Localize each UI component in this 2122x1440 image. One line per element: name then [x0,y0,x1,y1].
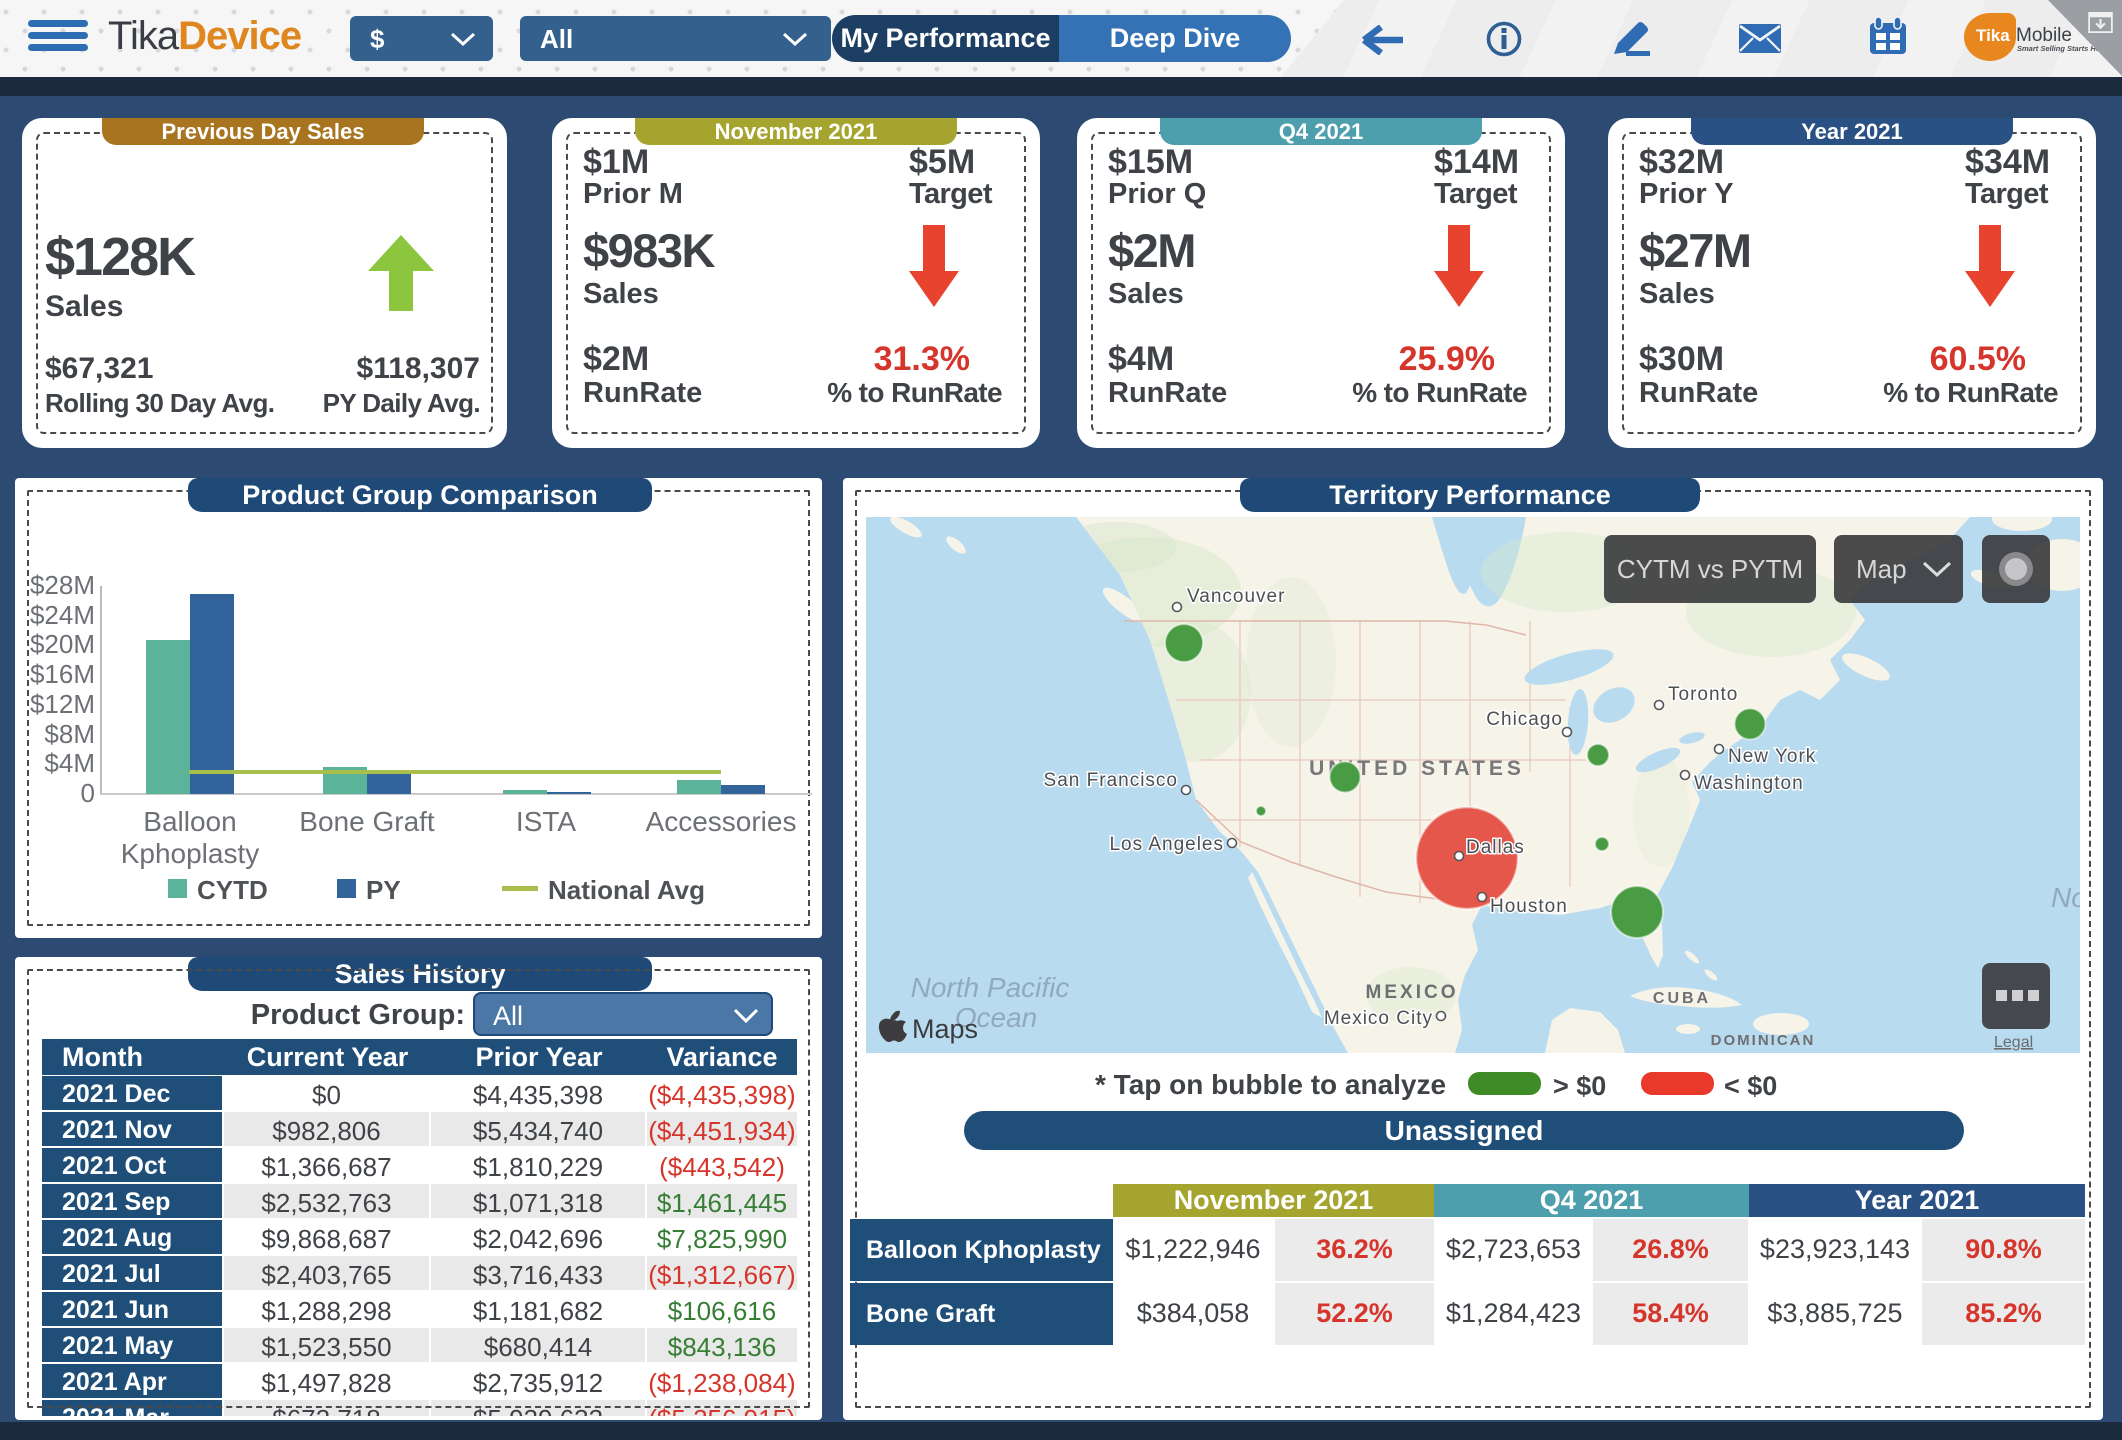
svg-text:San Francisco: San Francisco [1044,770,1178,791]
svg-text:Mexico City: Mexico City [1324,1008,1433,1029]
svg-text:Los Angeles: Los Angeles [1109,834,1224,855]
svg-text:CYTM vs PYTM: CYTM vs PYTM [1617,554,1803,584]
svg-text:Dallas: Dallas [1466,837,1525,858]
svg-text:Houston: Houston [1490,896,1568,917]
svg-text:MEXICO: MEXICO [1366,982,1459,1003]
svg-text:Vancouver: Vancouver [1187,586,1285,607]
svg-text:DOMINICAN: DOMINICAN [1711,1032,1816,1049]
svg-text:Washington: Washington [1694,773,1804,794]
svg-text:No: No [2051,882,2080,913]
svg-text:Toronto: Toronto [1668,684,1738,705]
svg-text:Legal: Legal [1994,1034,2033,1051]
svg-text:North Pacific: North Pacific [911,972,1070,1003]
svg-text:Map: Map [1856,554,1907,584]
svg-text:REPUBLIC: REPUBLIC [1724,1050,1817,1053]
svg-text:Chicago: Chicago [1486,709,1563,730]
svg-text:New York: New York [1728,746,1816,767]
svg-text:Maps: Maps [912,1014,978,1044]
svg-text:Ocean: Ocean [955,1002,1038,1033]
svg-text:CUBA: CUBA [1653,990,1711,1007]
svg-text:UNITED STATES: UNITED STATES [1309,757,1525,780]
